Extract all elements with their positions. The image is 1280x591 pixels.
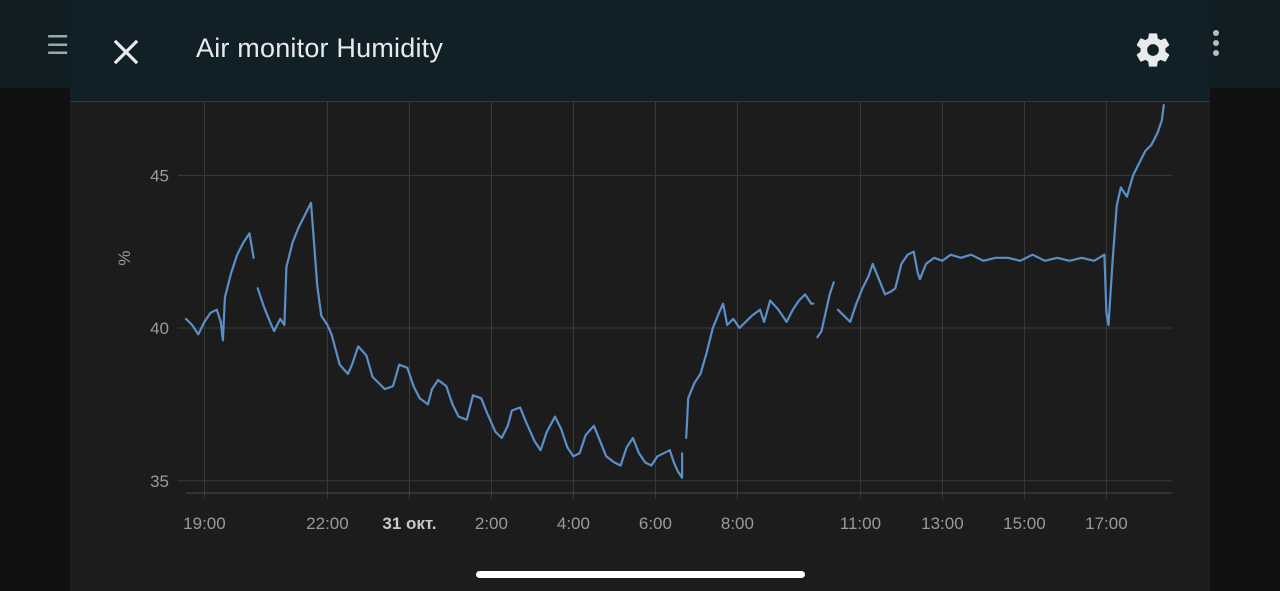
- x-tick-label: 11:00: [840, 514, 881, 533]
- series-line: [836, 104, 1165, 327]
- dialog-title: Air monitor Humidity: [196, 33, 444, 63]
- x-tick-label: 19:00: [183, 514, 226, 533]
- x-tick-label: 8:00: [721, 514, 754, 533]
- y-tick-label: 40: [150, 319, 169, 338]
- x-tick-label: 31 окт.: [382, 514, 436, 533]
- close-icon: [113, 39, 139, 65]
- series-line: [816, 281, 835, 339]
- x-tick-label: 4:00: [557, 514, 590, 533]
- more-vertical-icon[interactable]: [1208, 30, 1224, 60]
- x-tick-label: 2:00: [475, 514, 508, 533]
- more-info-dialog: Air monitor Humidity 35 40 45 19:00 22:00 31 …: [70, 0, 1210, 591]
- y-tick-label: 35: [150, 472, 169, 491]
- x-tick-label: 17:00: [1085, 514, 1128, 533]
- y-tick-label: 45: [150, 166, 169, 185]
- series-line: [685, 293, 815, 440]
- series-line: [256, 201, 684, 479]
- close-button[interactable]: [106, 32, 146, 72]
- dialog-header: Air monitor Humidity: [70, 0, 1210, 102]
- y-axis-label: %: [115, 250, 134, 265]
- humidity-chart[interactable]: 35 40 45 19:00 22:00 31 окт. 2:00 4:00 6:00 8:00 1…: [70, 0, 1210, 591]
- settings-button[interactable]: [1133, 30, 1173, 70]
- x-tick-label: 15:00: [1003, 514, 1046, 533]
- series-line: [184, 232, 255, 342]
- hamburger-menu-icon[interactable]: ☰: [46, 30, 70, 60]
- gear-icon: [1136, 33, 1170, 67]
- x-tick-label: 13:00: [921, 514, 964, 533]
- home-indicator: [476, 571, 805, 578]
- x-tick-label: 6:00: [639, 514, 672, 533]
- x-tick-label: 22:00: [306, 514, 349, 533]
